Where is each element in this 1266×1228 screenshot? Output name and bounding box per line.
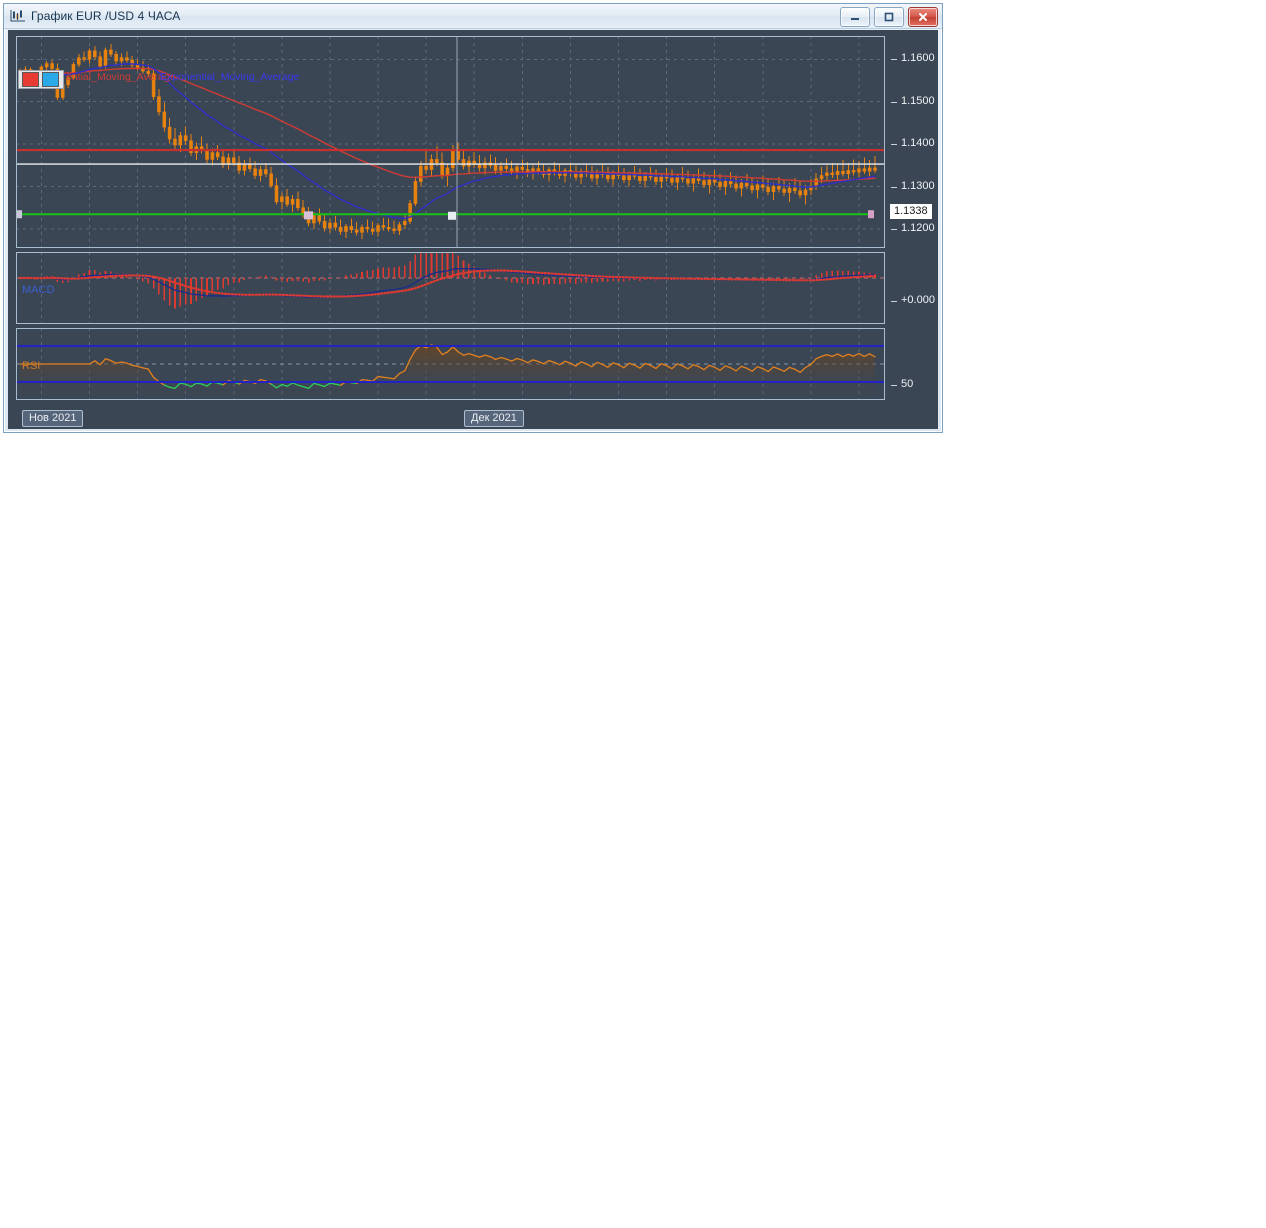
chart-window[interactable]: График EUR /USD 4 ЧАСА (3, 3, 943, 433)
rsi-tick-label: 50 (901, 378, 914, 390)
chart-canvas[interactable]: ential_Moving_Average Exponential_Moving… (8, 30, 938, 429)
title-bar[interactable]: График EUR /USD 4 ЧАСА (4, 4, 942, 29)
rsi-tick-mark (891, 385, 897, 386)
price-tick-mark (891, 102, 897, 103)
macd-tick-mark (891, 301, 897, 302)
price-tick-label: 1.1400 (901, 137, 935, 150)
price-tick-label: 1.1500 (901, 94, 935, 107)
legend-item-ma-fast: Exponential_Moving_Average (160, 71, 300, 83)
macd-panel-plot[interactable] (16, 252, 885, 324)
indicator-color-swatches[interactable] (18, 70, 64, 89)
price-tick-mark (891, 229, 897, 230)
macd-panel-frame (16, 252, 885, 324)
maximize-icon (884, 12, 894, 22)
window-title: График EUR /USD 4 ЧАСА (31, 9, 181, 23)
month-tag-dec[interactable]: Дек 2021 (464, 410, 524, 427)
macd-tick-label: +0.000 (901, 294, 935, 306)
macd-panel-label: MACD (22, 284, 55, 296)
current-price-tag: 1.1338 (890, 204, 932, 219)
price-panel-frame (16, 36, 885, 248)
minimize-button[interactable] (840, 7, 870, 27)
price-panel-plot[interactable] (16, 36, 885, 248)
rsi-panel-frame (16, 328, 885, 400)
chart-candlestick-icon (10, 10, 25, 22)
swatch-ma-fast[interactable] (42, 72, 59, 87)
month-tag-nov[interactable]: Нов 2021 (22, 410, 84, 427)
minimize-icon (851, 18, 859, 20)
window-controls (840, 7, 938, 27)
price-tick-mark (891, 144, 897, 145)
price-tick-label: 1.1300 (901, 179, 935, 192)
price-tick-label: 1.1200 (901, 221, 935, 234)
swatch-ma-slow[interactable] (22, 72, 39, 87)
close-button[interactable] (908, 7, 938, 27)
price-tick-mark (891, 59, 897, 60)
legend-item-ma-slow: ential_Moving_Average (66, 71, 176, 83)
rsi-panel-label: RSI (22, 360, 41, 372)
price-tick-label: 1.1600 (901, 52, 935, 65)
close-icon (919, 13, 927, 21)
rsi-panel-plot[interactable] (16, 328, 885, 400)
maximize-button[interactable] (874, 7, 904, 27)
price-tick-mark (891, 187, 897, 188)
